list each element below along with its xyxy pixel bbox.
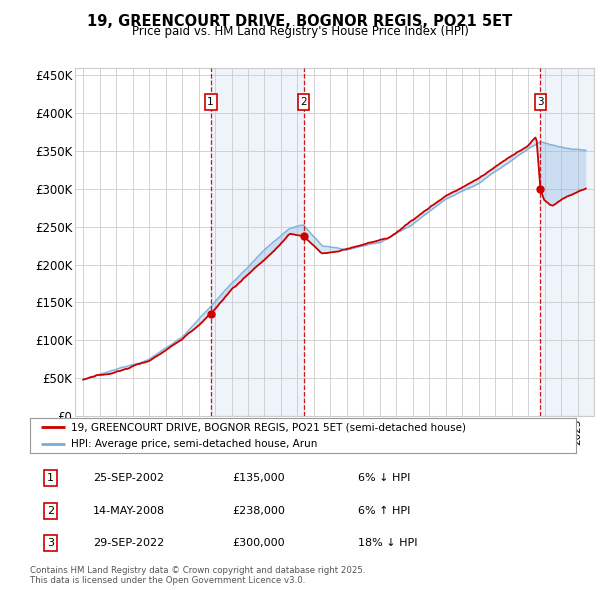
Text: 3: 3 <box>537 97 544 107</box>
Text: 1: 1 <box>207 97 214 107</box>
Text: 14-MAY-2008: 14-MAY-2008 <box>93 506 165 516</box>
Text: 2: 2 <box>300 97 307 107</box>
Text: 29-SEP-2022: 29-SEP-2022 <box>93 538 164 548</box>
Text: Contains HM Land Registry data © Crown copyright and database right 2025.
This d: Contains HM Land Registry data © Crown c… <box>30 566 365 585</box>
Bar <box>541 68 594 416</box>
Text: 6% ↑ HPI: 6% ↑ HPI <box>358 506 410 516</box>
Text: HPI: Average price, semi-detached house, Arun: HPI: Average price, semi-detached house,… <box>71 438 317 448</box>
Text: 19, GREENCOURT DRIVE, BOGNOR REGIS, PO21 5ET (semi-detached house): 19, GREENCOURT DRIVE, BOGNOR REGIS, PO21… <box>71 422 466 432</box>
Text: 2: 2 <box>47 506 55 516</box>
Text: 1: 1 <box>47 473 54 483</box>
Text: £135,000: £135,000 <box>232 473 284 483</box>
Text: £238,000: £238,000 <box>232 506 285 516</box>
Text: 3: 3 <box>47 538 54 548</box>
Text: Price paid vs. HM Land Registry's House Price Index (HPI): Price paid vs. HM Land Registry's House … <box>131 25 469 38</box>
Bar <box>211 68 304 416</box>
Text: 25-SEP-2002: 25-SEP-2002 <box>93 473 164 483</box>
Text: 18% ↓ HPI: 18% ↓ HPI <box>358 538 417 548</box>
Text: 6% ↓ HPI: 6% ↓ HPI <box>358 473 410 483</box>
Text: 19, GREENCOURT DRIVE, BOGNOR REGIS, PO21 5ET: 19, GREENCOURT DRIVE, BOGNOR REGIS, PO21… <box>88 14 512 29</box>
Text: £300,000: £300,000 <box>232 538 284 548</box>
